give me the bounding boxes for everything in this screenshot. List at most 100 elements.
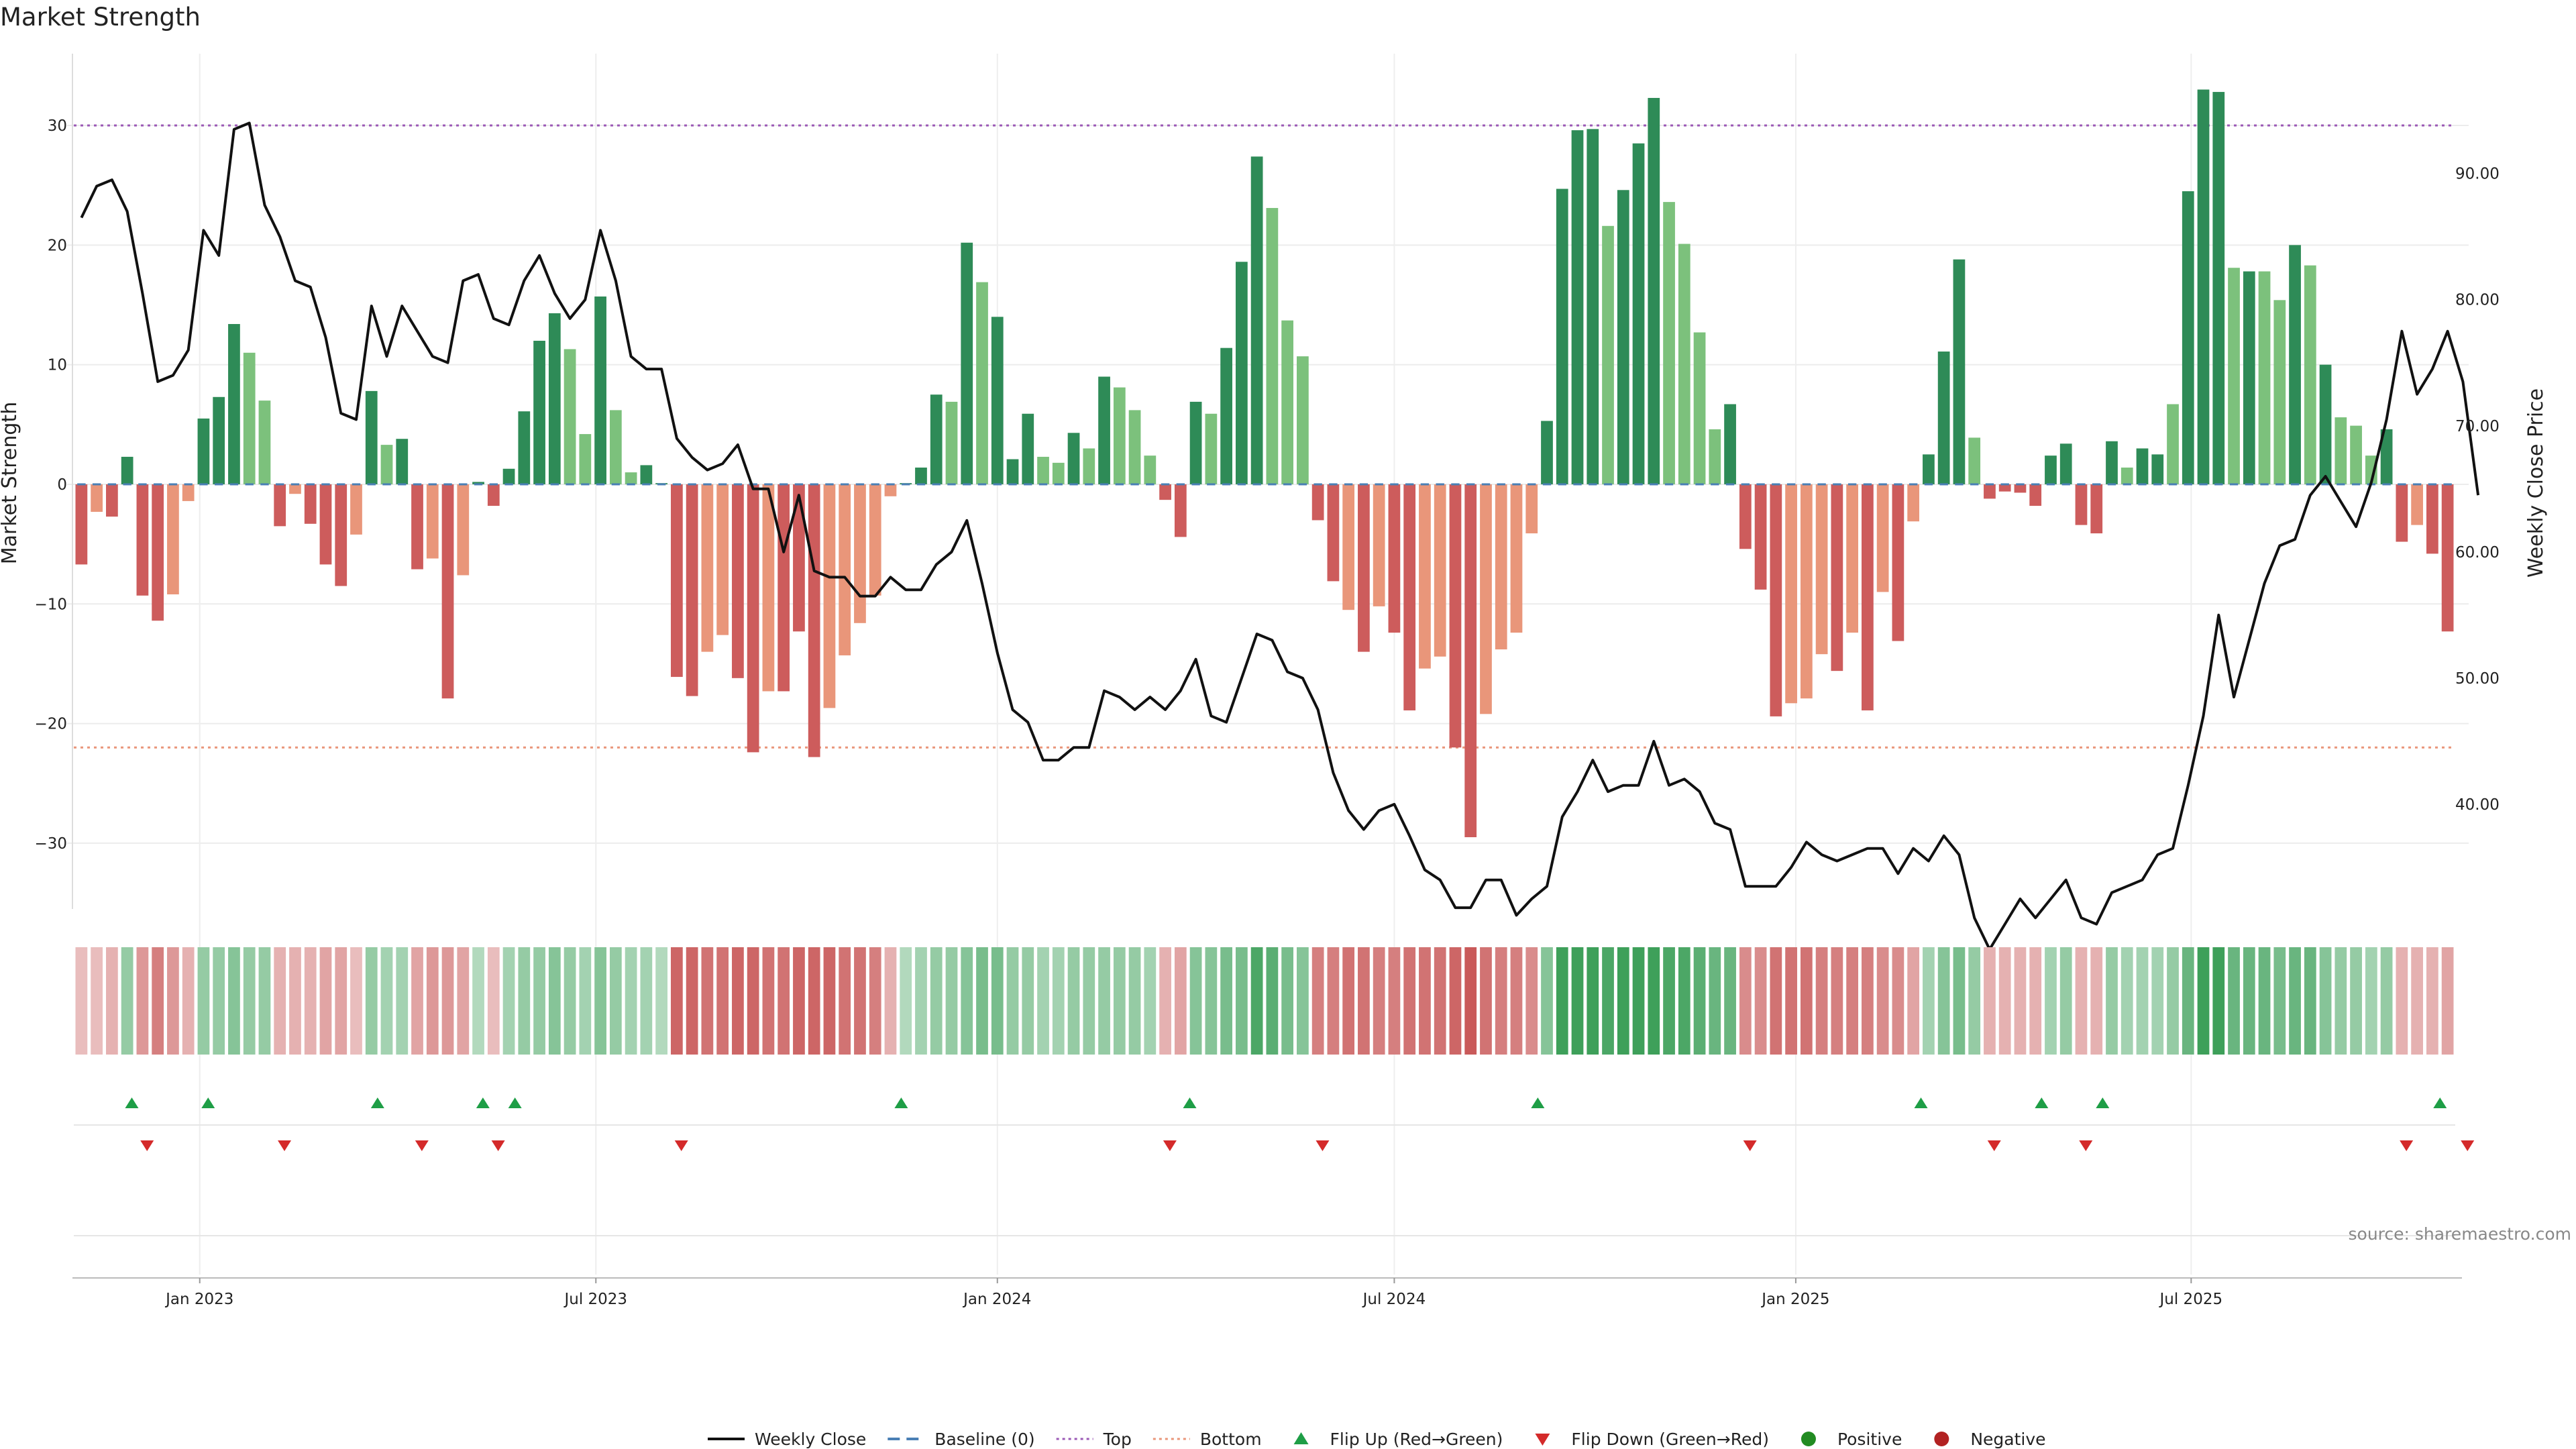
right-axis-ticks: 90.00 80.00 70.00 60.00 50.00 40.00: [2455, 166, 2500, 814]
strength-bar: [640, 465, 653, 484]
price-series: [80, 121, 2480, 951]
strength-bar: [2396, 484, 2408, 542]
heat-cell: [2319, 947, 2332, 1055]
strength-bar: [121, 456, 133, 484]
strength-bar: [930, 394, 943, 484]
heat-cell: [2258, 947, 2271, 1055]
heat-cell: [1098, 947, 1110, 1055]
heat-cell: [502, 947, 515, 1055]
heat-cell: [350, 947, 362, 1055]
heat-cell: [258, 947, 271, 1055]
strength-bar: [1480, 484, 1492, 714]
heat-cell: [2121, 947, 2133, 1055]
heat-cell: [548, 947, 561, 1055]
strength-bar: [1785, 484, 1797, 704]
strength-bar: [1052, 462, 1065, 484]
strength-bar: [1693, 332, 1706, 484]
heat-cell: [2350, 947, 2362, 1055]
heat-cell: [915, 947, 927, 1055]
strength-bar: [335, 484, 347, 586]
strength-bar: [274, 484, 286, 527]
strength-bar: [1342, 484, 1355, 610]
heat-cell: [2136, 947, 2149, 1055]
strength-bar: [91, 484, 103, 512]
strength-bar: [548, 313, 561, 484]
strength-bar: [2029, 484, 2042, 506]
left-tick-label: 30: [48, 117, 67, 135]
heat-cell: [2182, 947, 2194, 1055]
heat-cell: [2380, 947, 2393, 1055]
date-tick-label: Jan 2025: [1760, 1291, 1829, 1308]
strength-bar: [671, 484, 683, 678]
strength-bar: [457, 484, 470, 576]
strength-bar: [823, 484, 836, 708]
strength-bar: [2151, 454, 2164, 484]
heat-cell: [2029, 947, 2042, 1055]
strength-bar: [2197, 89, 2210, 484]
date-axis-ticks: Jan 2023 Jul 2023 Jan 2024 Jul 2024 Jan 2025…: [164, 1278, 2222, 1308]
heat-cell: [1510, 947, 1523, 1055]
strength-bar: [2121, 467, 2133, 484]
strength-bar: [1037, 456, 1049, 484]
heat-cell: [2090, 947, 2103, 1055]
flip-down-marker: [278, 1140, 292, 1151]
heat-cell: [686, 947, 698, 1055]
strength-bar: [716, 484, 729, 635]
strength-bar: [1449, 484, 1462, 748]
strength-bar: [1220, 347, 1232, 484]
flip-down-marker: [2079, 1140, 2093, 1151]
legend-label: Negative: [1970, 1430, 2045, 1449]
heat-cell: [1144, 947, 1157, 1055]
heat-cell: [2243, 947, 2255, 1055]
heat-cell: [1128, 947, 1141, 1055]
grid-lines: [67, 54, 2469, 1275]
heat-cell: [1937, 947, 1950, 1055]
strength-bar: [1373, 484, 1385, 606]
heat-cell: [793, 947, 805, 1055]
strength-bar: [777, 484, 790, 692]
strength-bar: [167, 484, 179, 595]
heat-cell: [900, 947, 912, 1055]
strength-bar: [289, 484, 301, 494]
strength-bar: [1541, 421, 1553, 484]
heat-cell: [518, 947, 531, 1055]
heat-cell: [441, 947, 454, 1055]
strength-bar: [594, 296, 606, 484]
heat-cell: [1052, 947, 1065, 1055]
flip-up-marker: [476, 1097, 490, 1108]
heat-cell: [747, 947, 759, 1055]
heat-cell: [1281, 947, 1294, 1055]
flip-markers: [74, 1097, 2475, 1236]
heat-cell: [457, 947, 470, 1055]
strength-bar: [991, 317, 1004, 484]
strength-bar: [2228, 268, 2240, 484]
flip-down-marker: [674, 1140, 688, 1151]
heat-cell: [1693, 947, 1706, 1055]
strength-bar: [1876, 484, 1889, 592]
heat-cell: [1434, 947, 1446, 1055]
threshold-lines: [74, 124, 2455, 749]
heat-cell: [1709, 947, 1721, 1055]
strength-bar: [2304, 265, 2316, 484]
heat-cell: [152, 947, 164, 1055]
strength-bar: [441, 484, 454, 699]
heat-cell: [884, 947, 897, 1055]
strength-bar: [1632, 143, 1645, 484]
strength-bar: [1998, 484, 2011, 492]
heat-cell: [1648, 947, 1660, 1055]
heat-cell: [411, 947, 423, 1055]
strength-bar: [1907, 484, 1920, 522]
heat-cell: [2106, 947, 2118, 1055]
heat-cell: [1449, 947, 1462, 1055]
strength-bar: [1587, 129, 1599, 484]
strength-bar: [839, 484, 851, 655]
date-tick-label: Jul 2025: [2159, 1291, 2223, 1308]
strength-bar: [1678, 244, 1690, 484]
flip-down-marker: [1987, 1140, 2001, 1151]
heat-cell: [1327, 947, 1340, 1055]
heat-cell: [930, 947, 943, 1055]
strength-bar: [1067, 433, 1080, 484]
heat-cell: [1083, 947, 1095, 1055]
weekly-close-line: [80, 121, 2480, 951]
legend: Weekly Close Baseline (0) Top Bottom Flip Up…: [708, 1430, 2046, 1449]
